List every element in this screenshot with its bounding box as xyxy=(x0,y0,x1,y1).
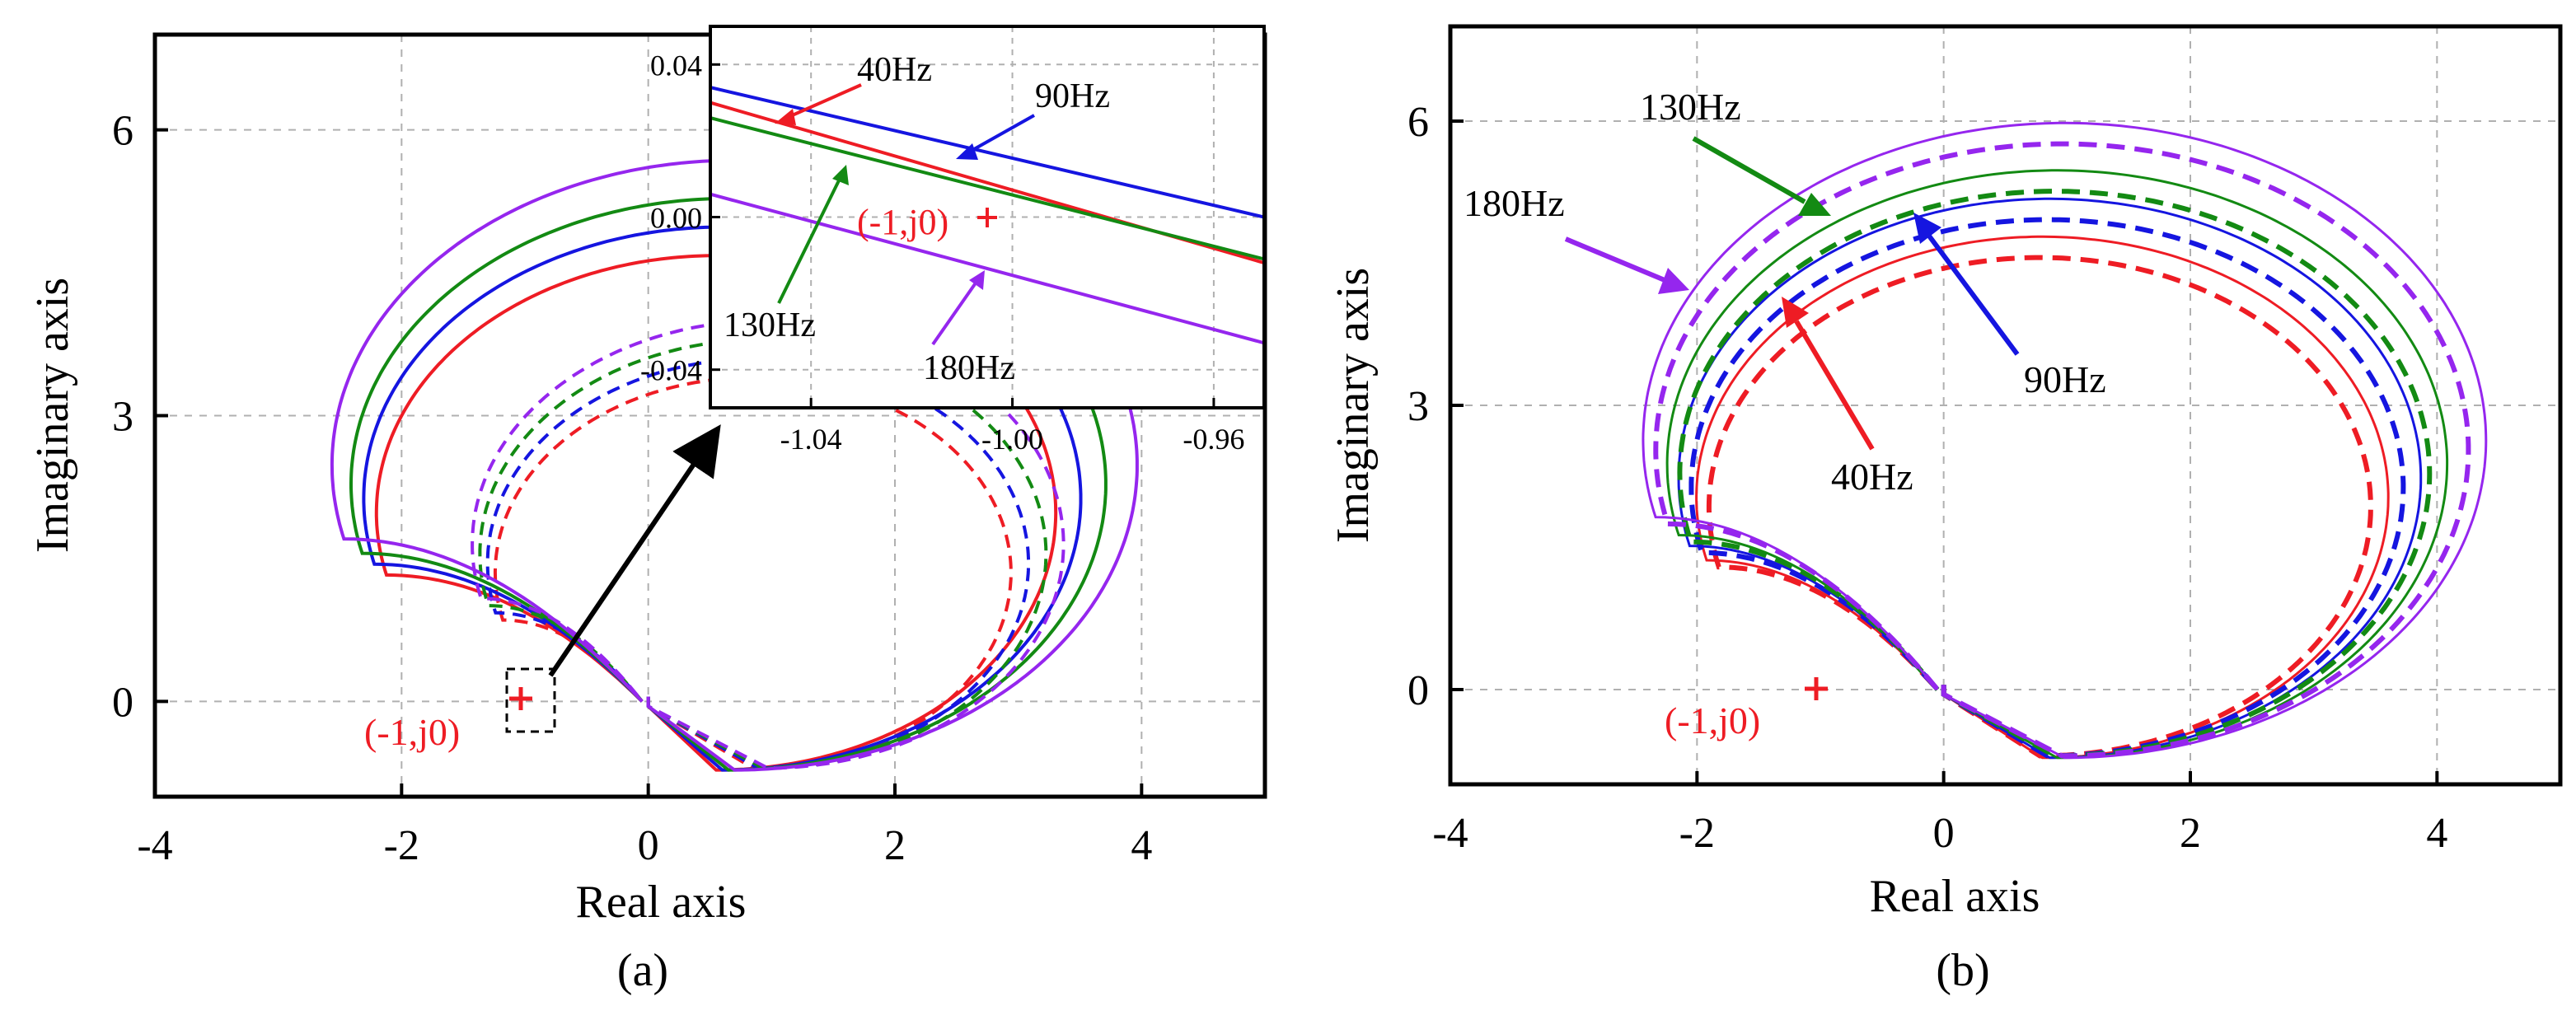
inset-arrow-130hz xyxy=(777,176,842,304)
arrow-90hz-b xyxy=(1926,233,2020,356)
subplot-label-b: (b) xyxy=(1936,945,1989,996)
arrowhead-90hz-b xyxy=(1913,213,1941,244)
inset-xtick-label-0: -1.04 xyxy=(780,423,842,456)
x-axis-label-b: Real axis xyxy=(1870,871,2040,922)
inset-arrow-90hz xyxy=(967,114,1035,154)
subplot-label-a: (a) xyxy=(617,945,668,996)
curves-b xyxy=(1642,121,2488,760)
a-ytick-label-0: 0 xyxy=(112,679,133,726)
zoom-arrow xyxy=(548,424,721,677)
zoom-box xyxy=(505,667,556,733)
b-ytick-label-0: 0 xyxy=(1407,667,1429,714)
inset-xtick-label-2: -0.96 xyxy=(1183,423,1244,456)
curve-a-dashed-90Hz xyxy=(485,357,1031,770)
b-ytick-label-2: 6 xyxy=(1407,99,1429,146)
ticks-a: -4 -2 0 2 4 0 3 6 xyxy=(112,108,1152,869)
y-axis-label-b: Imaginary axis xyxy=(1328,268,1379,543)
arrow-40hz-b xyxy=(1794,320,1875,451)
inset-arrowhead-130hz xyxy=(832,165,849,185)
arrowhead-130hz-b xyxy=(1798,193,1831,216)
a-xtick-label-1: -2 xyxy=(384,822,419,869)
arrow-130hz-b xyxy=(1692,136,1806,204)
curve-b-dashed-90Hz xyxy=(1688,217,2406,759)
curve-b-solid-130Hz xyxy=(1665,169,2449,760)
curve-b-dashed-130Hz xyxy=(1677,189,2433,759)
label-130hz-b: 130Hz xyxy=(1640,86,1741,128)
b-xtick-label-0: -4 xyxy=(1432,810,1468,857)
curve-b-solid-90Hz xyxy=(1677,197,2423,760)
inset-label-130hz: 130Hz xyxy=(724,306,816,344)
inset-ytick-label-2: -0.04 xyxy=(640,354,702,387)
inset-line-130Hz xyxy=(710,116,1264,261)
label-180hz-b: 180Hz xyxy=(1464,182,1565,224)
critical-point-marker-a xyxy=(509,687,532,710)
inset-ytick-label-0: 0.04 xyxy=(650,49,702,82)
inset-ytick-label-1: 0.00 xyxy=(650,202,702,235)
inset-arrowhead-40hz xyxy=(775,109,796,125)
a-xtick-label-4: 4 xyxy=(1131,822,1152,869)
label-40hz-b: 40Hz xyxy=(1831,456,1913,498)
inset-line-180Hz xyxy=(710,192,1264,345)
x-axis-label-a: Real axis xyxy=(576,877,747,928)
y-axis-label-a: Imaginary axis xyxy=(27,278,78,553)
b-xtick-label-3: 2 xyxy=(2180,810,2201,857)
a-ytick-label-1: 3 xyxy=(112,394,133,441)
grid-b xyxy=(1450,26,2560,784)
curve-b-dashed-40Hz xyxy=(1706,255,2373,759)
critical-point-marker-b xyxy=(1805,677,1828,700)
arrow-180hz-b xyxy=(1564,236,1666,283)
a-ytick-label-2: 6 xyxy=(112,108,133,155)
a-xtick-label-0: -4 xyxy=(137,822,172,869)
inset-arrowhead-180hz xyxy=(969,270,985,290)
b-ytick-label-1: 3 xyxy=(1407,383,1429,430)
b-xtick-label-2: 0 xyxy=(1933,810,1955,857)
inset-arrow-40hz xyxy=(782,83,862,121)
chart-panel-b: -4 -2 0 2 4 0 3 6 (-1,j0) 130Hz 180Hz 90Hz 40Hz… xyxy=(1328,24,2563,996)
inset-arrowhead-90hz xyxy=(956,143,978,160)
inset-label-40hz: 40Hz xyxy=(857,51,932,89)
inset-ticks: -1.04 -1.00 -0.96 0.04 0.00 -0.04 xyxy=(640,49,1244,456)
label-90hz-b: 90Hz xyxy=(2024,358,2106,400)
b-xtick-label-4: 4 xyxy=(2426,810,2447,857)
curve-b-solid-40Hz xyxy=(1695,235,2390,760)
chart-panel-a: -4 -2 0 2 4 0 3 6 (-1,j0) -1.04 -1.00 -0.96 0.04 0.… xyxy=(27,25,1267,996)
b-xtick-label-1: -2 xyxy=(1679,810,1715,857)
inset-arrow-180hz xyxy=(931,280,978,346)
inset-label-180hz: 180Hz xyxy=(923,349,1015,387)
inset-label-90hz: 90Hz xyxy=(1035,77,1110,115)
ticks-b: -4 -2 0 2 4 0 3 6 xyxy=(1407,99,2447,857)
inset-plot: -1.04 -1.00 -0.96 0.04 0.00 -0.04 (-1,j0) 40H… xyxy=(640,25,1266,456)
critical-point-label-b: (-1,j0) xyxy=(1665,699,1760,741)
arrowhead-40hz-b xyxy=(1782,297,1809,328)
inset-xtick-label-1: -1.00 xyxy=(981,423,1043,456)
curve-b-solid-180Hz xyxy=(1642,121,2488,760)
a-xtick-label-3: 2 xyxy=(884,822,906,869)
inset-critical-label: (-1,j0) xyxy=(857,202,948,242)
critical-point-label-a: (-1,j0) xyxy=(364,711,460,753)
arrowhead-180hz-b xyxy=(1658,268,1689,294)
a-xtick-label-2: 0 xyxy=(638,822,659,869)
curve-b-dashed-180Hz xyxy=(1653,141,2471,759)
inset-critical-point xyxy=(977,208,997,227)
